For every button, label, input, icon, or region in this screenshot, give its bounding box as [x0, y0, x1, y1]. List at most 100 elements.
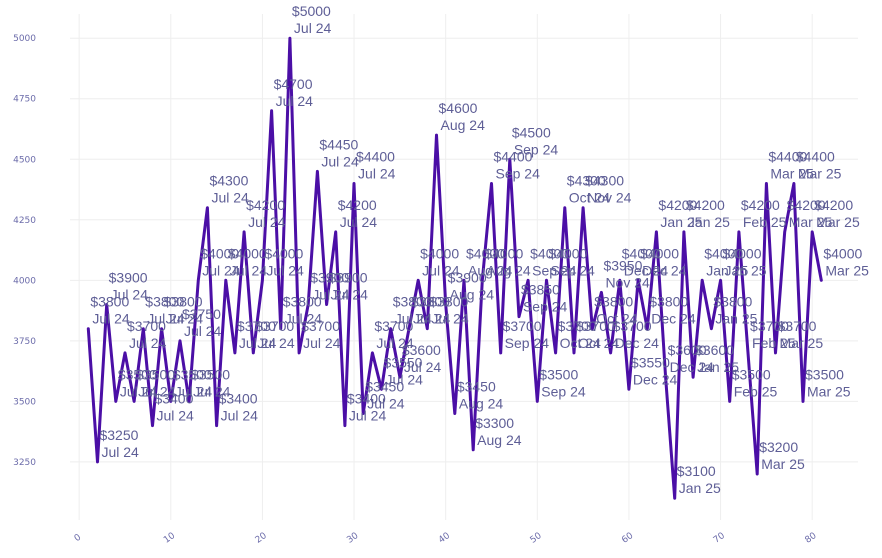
data-label: $3500 Jul 24: [191, 366, 231, 399]
data-label-date: Dec 24: [633, 371, 678, 387]
data-label-date: Jul 24: [111, 287, 149, 303]
data-label-date: Jan 25: [688, 214, 730, 230]
data-label: $4300 Jul 24: [209, 173, 249, 206]
data-label-date: Jul 24: [156, 408, 194, 424]
data-label-price: $4000: [823, 245, 862, 261]
data-label-price: $4500: [512, 124, 551, 140]
y-tick-label: 4000: [13, 276, 36, 286]
data-label-price: $3800: [429, 294, 468, 310]
data-label-date: Jul 24: [395, 311, 433, 327]
data-label: $3800 Oct 24: [594, 294, 637, 327]
data-label: $4500 Sep 24: [512, 124, 559, 157]
data-label: $3500 Jul 24: [118, 366, 158, 399]
data-label-price: $3700: [374, 318, 413, 334]
data-label-date: Mar 25: [770, 165, 814, 181]
data-label: $4400 Sep 24: [493, 148, 540, 181]
data-label-price: $3700: [127, 318, 166, 334]
data-label: $3800 Jan 25: [713, 294, 757, 327]
data-label: $3800 Jul 24: [164, 294, 204, 327]
data-label-price: $3700: [301, 318, 340, 334]
data-label: $4000 Jan 25: [723, 245, 767, 278]
data-label-date: Sep 24: [505, 335, 550, 351]
data-label: $4000 Mar 25: [823, 245, 869, 278]
data-label-date: Jul 24: [202, 262, 240, 278]
data-label-date: Jan 25: [660, 214, 702, 230]
data-label-price: $4300: [567, 173, 606, 189]
data-label: $3500 Feb 25: [732, 366, 778, 399]
x-tick-label: 60: [620, 531, 635, 546]
data-label-date: Jul 24: [248, 214, 286, 230]
x-axis-ticks: 0 10 20 30 40 50 60 70 80: [73, 531, 819, 546]
data-label-price: $4000: [640, 245, 679, 261]
data-label: $3400 Jul 24: [347, 391, 387, 424]
data-label-price: $3800: [283, 294, 322, 310]
data-label-price: $3750: [182, 306, 221, 322]
data-label-price: $3800: [164, 294, 203, 310]
data-label-date: Mar 25: [798, 165, 842, 181]
data-label-date: Nov 24: [605, 274, 650, 290]
data-label-price: $3700: [255, 318, 294, 334]
data-label: $4000 Aug 24: [484, 245, 531, 278]
data-label-date: Jan 25: [679, 480, 721, 496]
data-label-date: Oct 24: [578, 335, 619, 351]
data-label: $3800 Jul 24: [411, 294, 451, 327]
data-label-date: Jul 24: [166, 311, 204, 327]
data-label: $4000 Dec 24: [622, 245, 669, 278]
x-tick-label: 20: [254, 531, 269, 546]
data-label: $3700 Sep 24: [503, 318, 550, 351]
data-label-price: $5000: [292, 3, 331, 19]
data-label-date: Jan 25: [715, 311, 757, 327]
data-label-date: Aug 24: [468, 262, 513, 278]
data-label-price: $3600: [402, 342, 441, 358]
data-label-price: $4450: [319, 136, 358, 152]
data-label-date: Jul 24: [129, 335, 167, 351]
data-label-price: $3800: [713, 294, 752, 310]
data-label: $3700 Mar 25: [778, 318, 824, 351]
data-label-date: Jul 24: [239, 335, 277, 351]
data-label-date: Jul 24: [175, 383, 213, 399]
data-label-price: $4000: [723, 245, 762, 261]
x-tick-label: 30: [345, 531, 360, 546]
data-label-price: $4200: [787, 197, 826, 213]
y-tick-label: 4500: [13, 155, 36, 165]
data-label: $3300 Aug 24: [475, 415, 522, 448]
data-label: $3800 Jul 24: [429, 294, 469, 327]
data-label-price: $4300: [585, 173, 624, 189]
data-label-price: $3800: [594, 294, 633, 310]
data-label-price: $4400: [493, 148, 532, 164]
data-label-price: $4300: [209, 173, 248, 189]
data-label-price: $3850: [521, 282, 560, 298]
y-tick-label: 3500: [13, 397, 36, 407]
data-label-date: Jul 24: [266, 262, 304, 278]
data-label-price: $3450: [365, 378, 404, 394]
data-label-date: Dec 24: [651, 311, 696, 327]
data-label: $3700 Jul 24: [127, 318, 167, 351]
data-label: $3500 Sep 24: [539, 366, 586, 399]
data-label-date: Jul 24: [331, 287, 369, 303]
data-label: $3600 Jul 24: [402, 342, 442, 375]
series-line: [86, 36, 823, 500]
data-label-price: $3300: [475, 415, 514, 431]
data-label-date: Dec 24: [615, 335, 660, 351]
data-label-date: Oct 24: [569, 190, 610, 206]
data-label-price: $4700: [274, 76, 313, 92]
y-tick-label: 4250: [13, 216, 36, 226]
data-label: $4000 Dec 24: [640, 245, 687, 278]
data-label-price: $3900: [310, 270, 349, 286]
data-label: $3900 Jul 24: [329, 270, 369, 303]
data-label-price: $3950: [603, 257, 642, 273]
data-label: $3800 Jul 24: [393, 294, 433, 327]
data-label: $3400 Jul 24: [219, 391, 259, 424]
data-label: $3500 Jul 24: [173, 366, 213, 399]
data-label-price: $3400: [154, 391, 193, 407]
data-label-price: $3600: [668, 342, 707, 358]
data-label-price: $4400: [768, 148, 807, 164]
data-label: $4600 Aug 24: [439, 100, 486, 133]
data-label-price: $4200: [741, 197, 780, 213]
data-label-date: Jul 24: [92, 311, 130, 327]
data-label-date: Jul 24: [367, 395, 405, 411]
data-label-price: $3500: [118, 366, 157, 382]
x-tick-label: 80: [803, 531, 818, 546]
data-label-price: $3500: [539, 366, 578, 382]
